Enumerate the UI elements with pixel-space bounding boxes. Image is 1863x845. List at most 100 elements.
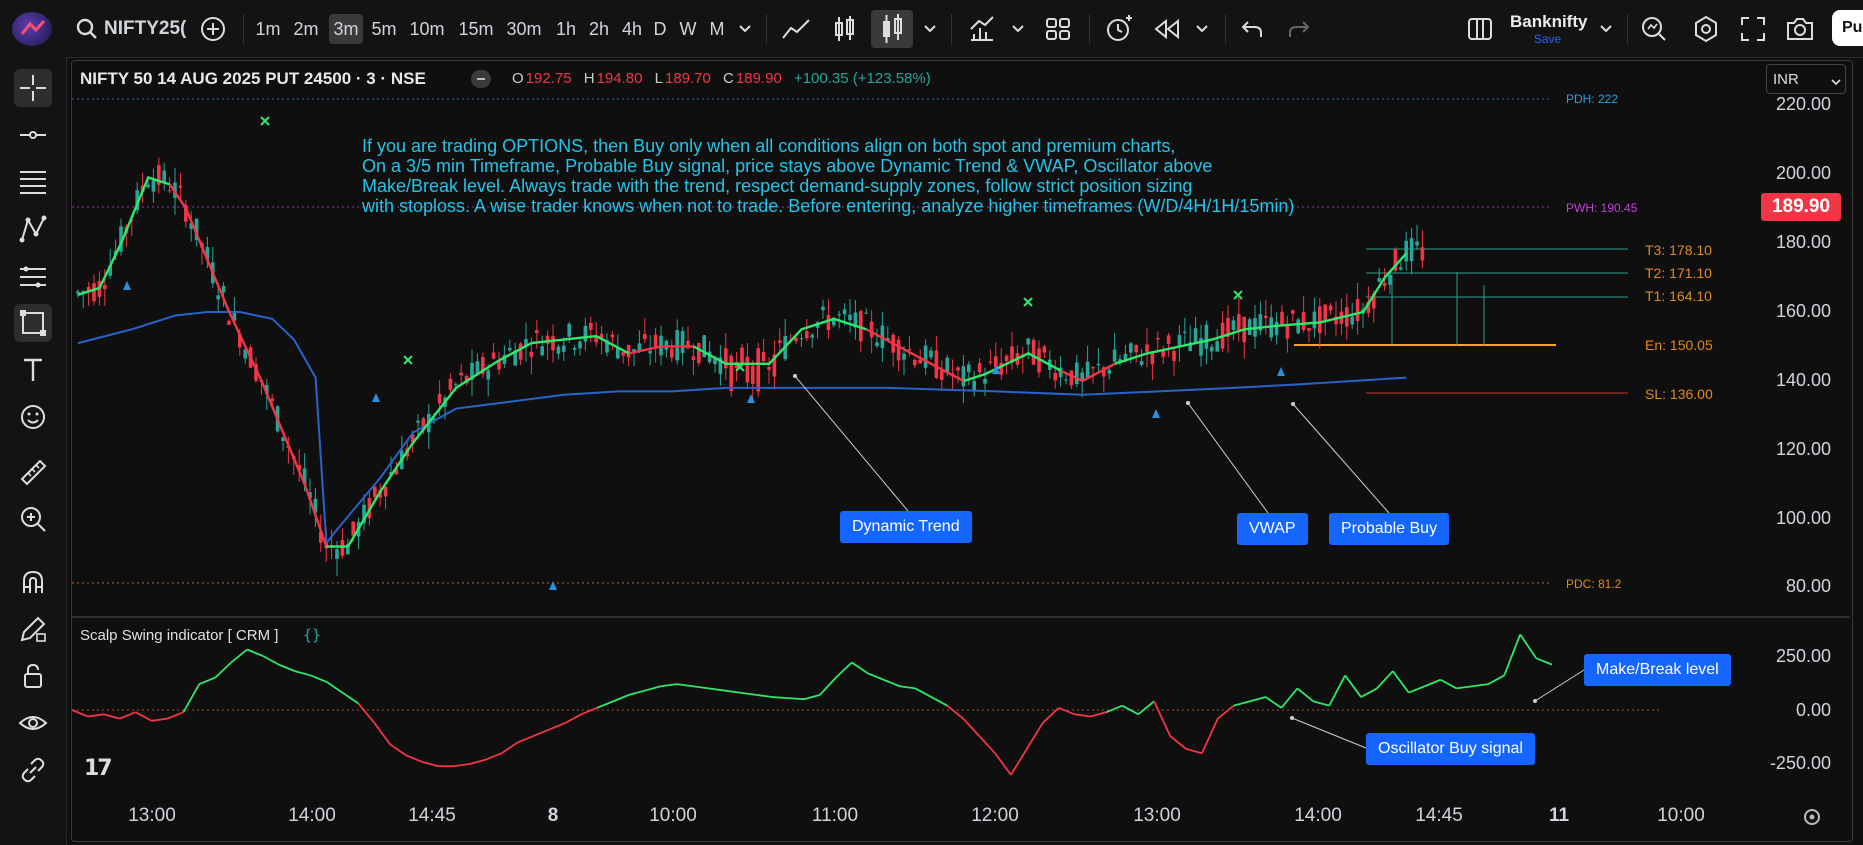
indicators-icon[interactable] bbox=[968, 14, 996, 49]
interval-dropdown-chevron-down-icon[interactable] bbox=[738, 22, 752, 40]
redo-icon[interactable] bbox=[1287, 18, 1311, 45]
candle-body bbox=[707, 351, 712, 363]
osc-segment bbox=[1010, 748, 1028, 776]
snapshot-camera-icon[interactable] bbox=[1785, 16, 1815, 47]
osc-segment bbox=[87, 713, 104, 718]
text-tool-icon[interactable] bbox=[14, 351, 52, 389]
x-tick-1200: 12:00 bbox=[971, 805, 1019, 826]
candle-body bbox=[1112, 349, 1117, 362]
visibility-eye-icon[interactable] bbox=[14, 704, 52, 742]
emoji-smiley-icon[interactable] bbox=[14, 398, 52, 436]
candle-body bbox=[1042, 346, 1047, 353]
candle-body bbox=[826, 314, 831, 331]
interval-2m[interactable]: 2m bbox=[293, 19, 319, 39]
link-chain-icon[interactable] bbox=[14, 751, 52, 789]
interval-d[interactable]: D bbox=[653, 19, 667, 39]
ruler-measure-icon[interactable] bbox=[14, 453, 52, 491]
candles-chart-icon[interactable] bbox=[833, 14, 857, 49]
dynamic-trend-down-1 bbox=[168, 183, 328, 547]
chart-type-chevron-down-icon[interactable] bbox=[923, 22, 937, 40]
candle-body bbox=[1382, 283, 1387, 286]
fullscreen-icon[interactable] bbox=[1740, 16, 1766, 47]
candle-body bbox=[1004, 355, 1009, 362]
publish-button[interactable]: Pu bbox=[1832, 10, 1863, 46]
fib-retracement-icon[interactable] bbox=[14, 163, 52, 201]
legend-more-icon[interactable] bbox=[471, 70, 491, 88]
candle-body bbox=[918, 359, 922, 364]
replay-chevron-down-icon[interactable] bbox=[1195, 22, 1209, 40]
app-logo[interactable] bbox=[12, 12, 52, 46]
interval-5m[interactable]: 5m bbox=[371, 19, 397, 39]
candle-body bbox=[535, 330, 539, 334]
low-label: L bbox=[654, 70, 663, 87]
osc-segment bbox=[1456, 685, 1473, 690]
chart-settings-gear-icon[interactable] bbox=[1802, 807, 1822, 832]
interval-1m[interactable]: 1m bbox=[255, 19, 281, 39]
osc-segment bbox=[405, 754, 423, 763]
candle-body bbox=[529, 351, 534, 357]
currency-select[interactable]: INR bbox=[1766, 64, 1846, 94]
osc-segment bbox=[310, 674, 327, 683]
magnet-icon[interactable] bbox=[14, 563, 52, 601]
line-chart-icon[interactable] bbox=[781, 16, 811, 47]
osc-segment bbox=[533, 728, 550, 737]
candle-body bbox=[1123, 353, 1128, 360]
candle-body bbox=[724, 348, 728, 369]
osc-segment bbox=[612, 694, 630, 703]
interval-30m[interactable]: 30m bbox=[506, 19, 542, 39]
watchlist-chevron-down-icon[interactable] bbox=[1599, 22, 1613, 40]
x-tick-1300: 13:00 bbox=[128, 805, 176, 826]
price-chart-svg[interactable] bbox=[72, 61, 1850, 839]
candle-body bbox=[589, 323, 593, 330]
crosshair-icon[interactable] bbox=[14, 69, 52, 107]
candle-body bbox=[1080, 372, 1084, 381]
bar-style-candles-icon[interactable] bbox=[871, 10, 913, 48]
settings-gear-icon[interactable] bbox=[1692, 15, 1720, 48]
compare-add-icon[interactable] bbox=[200, 16, 226, 47]
candle-body bbox=[1258, 314, 1263, 331]
chart-pane[interactable] bbox=[71, 60, 1853, 842]
lock-drawing-pen-icon[interactable] bbox=[14, 610, 52, 648]
layouts-grid-icon[interactable] bbox=[1045, 17, 1071, 46]
undo-icon[interactable] bbox=[1240, 18, 1264, 45]
osc-segment bbox=[214, 661, 232, 679]
pattern-tool-icon[interactable] bbox=[14, 210, 52, 248]
forecast-tool-icon[interactable] bbox=[14, 257, 52, 295]
buy-signal-triangle-3 bbox=[747, 394, 755, 403]
top-toolbar: NIFTY25( 1m 2m 3m 5m 10m 15m 30m 1h 2h 4… bbox=[0, 0, 1863, 58]
interval-w[interactable]: W bbox=[679, 19, 697, 39]
interval-10m[interactable]: 10m bbox=[409, 19, 445, 39]
candle-body bbox=[459, 372, 463, 376]
candle-body bbox=[313, 498, 318, 513]
lock-icon[interactable] bbox=[14, 657, 52, 695]
alert-clock-icon[interactable] bbox=[1104, 14, 1134, 49]
candle-body bbox=[648, 350, 652, 354]
indicator-source-code-icon[interactable]: {} bbox=[303, 626, 322, 644]
interval-3m[interactable]: 3m bbox=[329, 14, 363, 44]
replay-icon[interactable] bbox=[1152, 17, 1180, 46]
interval-m[interactable]: M bbox=[709, 19, 725, 39]
candle-body bbox=[167, 190, 172, 192]
trend-line-icon[interactable] bbox=[14, 116, 52, 154]
indicators-chevron-down-icon[interactable] bbox=[1011, 22, 1025, 40]
interval-2h[interactable]: 2h bbox=[588, 19, 610, 39]
quick-search-icon[interactable] bbox=[1640, 15, 1668, 48]
symbol-search-input[interactable]: NIFTY25( bbox=[104, 18, 187, 39]
symbol-search-icon[interactable] bbox=[76, 18, 98, 45]
osc-segment bbox=[294, 670, 311, 677]
currency-chevron-down-icon[interactable] bbox=[1830, 74, 1842, 92]
osc-segment bbox=[1201, 718, 1219, 754]
shape-rectangle-icon[interactable] bbox=[14, 304, 52, 342]
layout-columns-icon[interactable] bbox=[1467, 17, 1493, 46]
buy-signal-triangle-0 bbox=[123, 281, 131, 290]
x-tick-1400: 14:00 bbox=[288, 805, 336, 826]
interval-15m[interactable]: 15m bbox=[458, 19, 494, 39]
candle-body bbox=[108, 265, 112, 276]
interval-4h[interactable]: 4h bbox=[621, 19, 643, 39]
candle-body bbox=[1172, 350, 1176, 362]
candle-body bbox=[221, 286, 226, 293]
interval-1h[interactable]: 1h bbox=[555, 19, 577, 39]
save-button[interactable]: Save bbox=[1533, 32, 1562, 46]
watchlist-name[interactable]: Banknifty bbox=[1510, 12, 1588, 31]
zoom-in-icon[interactable] bbox=[14, 500, 52, 538]
